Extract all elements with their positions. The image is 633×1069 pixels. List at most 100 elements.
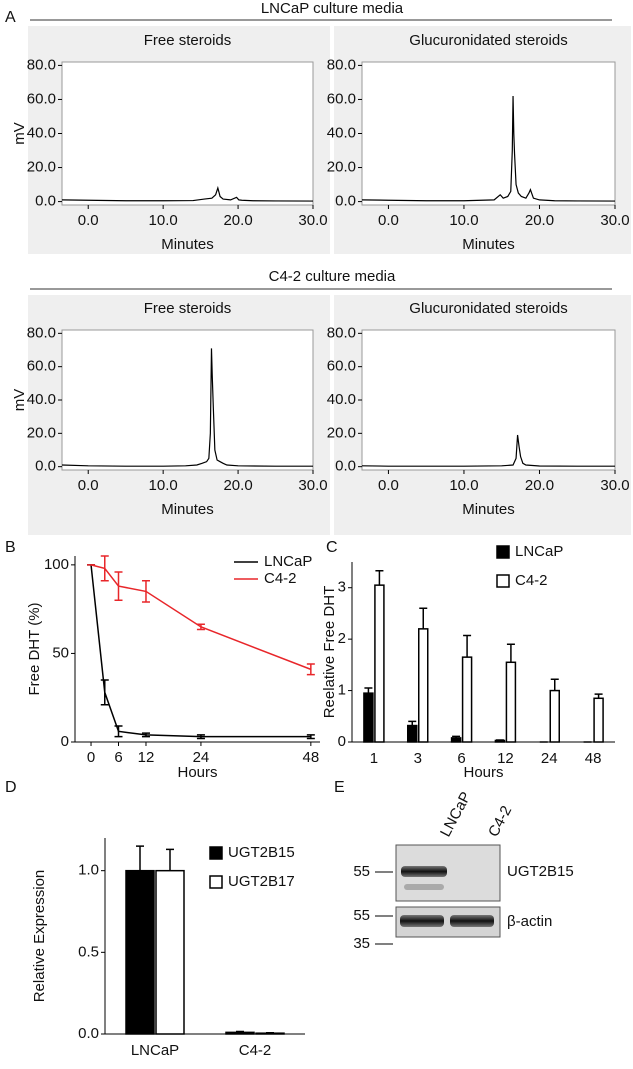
error-bar (114, 725, 123, 738)
x-tick-label: 20.0 (223, 212, 252, 229)
y-tick-label: 60.0 (27, 90, 56, 107)
y-tick-label: 0 (338, 733, 346, 750)
error-bar (452, 735, 461, 738)
error-bar (375, 569, 384, 586)
x-tick-label: 3 (414, 750, 422, 767)
legend-label: C4-2 (515, 572, 548, 589)
y-tick-label: 20.0 (327, 424, 356, 441)
y-tick-label: 0.5 (78, 943, 99, 960)
x-tick-label: 0.0 (78, 212, 99, 229)
y-tick-label: 3 (338, 579, 346, 596)
panel-label: E (334, 779, 345, 796)
x-tick-label: 10.0 (149, 212, 178, 229)
bar (450, 737, 462, 743)
x-tick-label: 30.0 (600, 212, 629, 229)
x-tick-label: 0 (87, 749, 95, 766)
legend-swatch (496, 574, 510, 588)
x-tick-label: 6 (114, 749, 122, 766)
group-title: C4-2 culture media (269, 268, 396, 285)
x-tick-label: 30.0 (298, 477, 327, 494)
x-tick-label: C4-2 (239, 1042, 272, 1059)
y-tick-label: 40.0 (27, 391, 56, 408)
error-bar (166, 848, 174, 871)
chart-title: Glucuronidated steroids (409, 32, 567, 49)
y-tick-label: 40.0 (27, 124, 56, 141)
x-tick-label: 1 (370, 750, 378, 767)
lane-label: C4-2 (485, 803, 515, 840)
plot-frame (361, 61, 616, 206)
x-axis-label: Minutes (161, 236, 214, 253)
error-bar (196, 623, 205, 631)
error-bar (594, 693, 603, 699)
error-bar (364, 687, 373, 694)
error-bar (550, 678, 559, 691)
blot-band (401, 866, 447, 877)
error-bar (506, 643, 515, 663)
y-tick-label: 1.0 (78, 862, 99, 879)
legend-label: UGT2B15 (228, 844, 295, 861)
x-axis-label: Hours (177, 764, 217, 781)
x-axis-label: Hours (463, 764, 503, 781)
y-tick-label: 60.0 (27, 358, 56, 375)
x-tick-label: 12 (497, 750, 514, 767)
bar (418, 628, 429, 743)
x-tick-label: 10.0 (449, 212, 478, 229)
chart-title: Free steroids (144, 300, 232, 317)
y-tick-label: 0.0 (35, 193, 56, 210)
x-tick-label: 0.0 (78, 477, 99, 494)
x-tick-label: 20.0 (525, 212, 554, 229)
y-tick-label: 1 (338, 682, 346, 699)
y-tick-label: 100 (44, 556, 69, 573)
error-bar (100, 679, 109, 706)
error-bar (419, 607, 428, 629)
legend-swatch (209, 875, 223, 889)
data-line (61, 348, 313, 467)
bar (407, 724, 418, 743)
marker-label: 55 (353, 863, 370, 880)
y-tick-label: 0 (61, 733, 69, 750)
legend-label: UGT2B17 (228, 873, 295, 890)
panel-label: A (5, 9, 16, 26)
x-tick-label: 24 (193, 749, 210, 766)
protein-label: UGT2B15 (507, 863, 574, 880)
bar (155, 869, 185, 1035)
x-tick-label: 10.0 (149, 477, 178, 494)
data-line (61, 185, 314, 202)
blot-band (404, 884, 444, 890)
x-tick-label: 30.0 (600, 477, 629, 494)
data-line (361, 96, 616, 202)
error-bar (136, 845, 144, 871)
x-tick-label: 0.0 (378, 477, 399, 494)
y-tick-label: 20.0 (327, 159, 356, 176)
plot-frame (61, 329, 314, 471)
x-tick-label: 6 (457, 750, 465, 767)
bar (593, 697, 604, 743)
lane-label: LNCaP (437, 789, 475, 840)
error-bar (306, 663, 315, 676)
x-axis-label: Minutes (462, 501, 515, 518)
y-axis-label: Reelative Free DHT (321, 586, 338, 719)
x-tick-label: 30.0 (298, 212, 327, 229)
y-axis-label: mV (11, 122, 28, 145)
panel-label: D (5, 779, 17, 796)
y-tick-label: 20.0 (27, 159, 56, 176)
y-tick-label: 80.0 (27, 56, 56, 73)
x-tick-label: 12 (138, 749, 155, 766)
error-bar (408, 720, 417, 726)
marker-label: 35 (353, 935, 370, 952)
y-tick-label: 60.0 (327, 358, 356, 375)
error-bar (141, 732, 150, 738)
data-line (90, 564, 312, 671)
bar (505, 661, 517, 743)
x-tick-label: 20.0 (525, 477, 554, 494)
x-tick-label: LNCaP (131, 1042, 179, 1059)
marker-label: 55 (353, 907, 370, 924)
error-bar (306, 734, 315, 740)
error-bar (114, 571, 123, 602)
y-tick-label: 0.0 (78, 1025, 99, 1042)
legend-swatch (496, 545, 510, 559)
y-axis-label: mV (11, 389, 28, 412)
bar (374, 584, 385, 743)
y-tick-label: 20.0 (27, 424, 56, 441)
